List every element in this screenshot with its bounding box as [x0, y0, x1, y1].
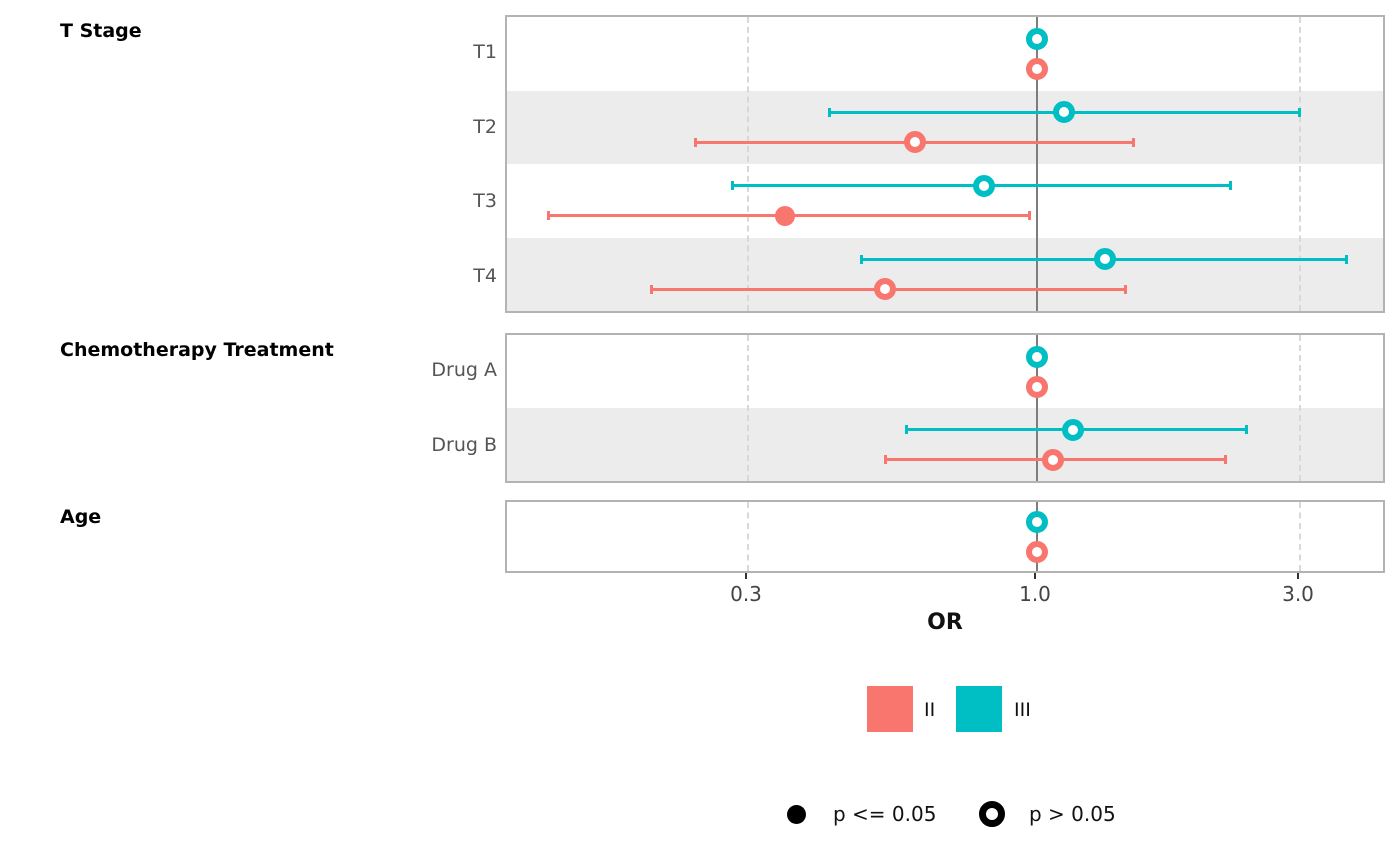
ci-cap — [860, 254, 864, 264]
or-point-open — [1026, 375, 1048, 398]
or-point-filled — [775, 205, 796, 226]
ci-cap — [905, 425, 909, 434]
row-stripe — [507, 90, 1383, 164]
ci-cap — [1298, 107, 1302, 117]
or-point-open — [1053, 101, 1076, 124]
gridline-dashed — [747, 17, 750, 311]
or-point-open — [1026, 27, 1048, 50]
or-point-open — [1061, 418, 1084, 441]
reference-line — [1036, 335, 1038, 481]
x-tick-mark-3.0 — [1297, 573, 1299, 579]
legend-label-p-gt-005: p > 0.05 — [1029, 802, 1116, 826]
ci-cap — [883, 455, 887, 464]
or-point-open — [903, 131, 926, 154]
or-point-open — [1026, 540, 1048, 563]
row-label-t4: T4 — [473, 265, 497, 287]
x-tick-label-3.0: 3.0 — [1282, 582, 1314, 606]
group-header-chemotherapy-treatment: Chemotherapy Treatment — [60, 339, 334, 361]
forest-panel — [505, 15, 1385, 313]
ci-cap — [650, 284, 654, 294]
x-tick-mark-1.0 — [1034, 573, 1036, 579]
legend-open-circle-icon — [979, 801, 1005, 827]
ci-cap — [828, 107, 832, 117]
ci-cap — [1132, 137, 1136, 147]
or-point-open — [1026, 510, 1048, 533]
gridline-dashed — [1299, 502, 1302, 571]
row-label-drug-b: Drug B — [431, 434, 497, 456]
legend-filled-circle-icon — [787, 805, 806, 824]
reference-line — [1036, 502, 1038, 571]
legend-label-stage-ii: II — [924, 699, 936, 721]
ci-cap — [730, 181, 734, 191]
legend-key-stage-iii — [956, 686, 1002, 732]
group-header-t-stage: T Stage — [60, 20, 142, 42]
row-stripe — [507, 237, 1383, 311]
ci-cap — [1224, 455, 1228, 464]
x-tick-label-0.3: 0.3 — [730, 582, 762, 606]
or-point-open — [1026, 57, 1048, 80]
row-label-t2: T2 — [473, 116, 497, 138]
gridline-dashed — [747, 502, 750, 571]
gridline-dashed — [1299, 335, 1302, 481]
forest-panel — [505, 333, 1385, 483]
gridline-dashed — [1299, 17, 1302, 311]
or-point-open — [873, 278, 896, 301]
legend-label-stage-iii: III — [1014, 699, 1031, 721]
reference-line — [1036, 17, 1038, 311]
row-stripe — [507, 408, 1383, 481]
or-point-open — [1094, 248, 1117, 271]
ci-cap — [1124, 284, 1128, 294]
row-label-t1: T1 — [473, 41, 497, 63]
ci-cap — [546, 211, 550, 221]
legend-key-stage-ii — [867, 686, 913, 732]
ci-cap — [693, 137, 697, 147]
forest-panel — [505, 500, 1385, 573]
group-header-age: Age — [60, 506, 102, 528]
x-tick-mark-0.3 — [745, 573, 747, 579]
or-point-open — [1026, 345, 1048, 368]
x-tick-label-1.0: 1.0 — [1019, 582, 1051, 606]
ci-cap — [1027, 211, 1031, 221]
ci-cap — [1345, 254, 1349, 264]
row-label-t3: T3 — [473, 190, 497, 212]
legend-label-p-le-005: p <= 0.05 — [833, 802, 937, 826]
or-point-open — [1042, 448, 1065, 471]
gridline-dashed — [747, 335, 750, 481]
ci-cap — [1244, 425, 1248, 434]
x-axis-title: OR — [927, 610, 963, 635]
row-label-drug-a: Drug A — [431, 359, 497, 381]
ci-cap — [1229, 181, 1233, 191]
or-point-open — [972, 174, 995, 197]
